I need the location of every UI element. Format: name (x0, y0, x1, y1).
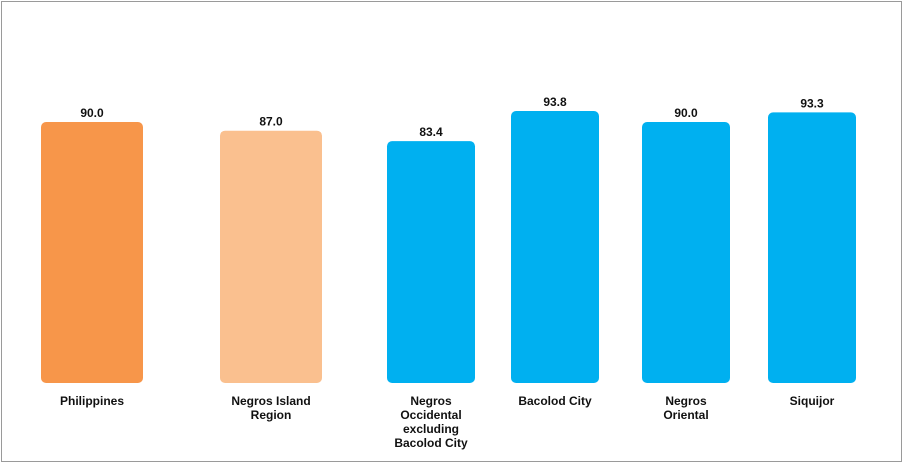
category-label-3: Bacolod City (518, 394, 592, 408)
bar-4 (642, 122, 730, 383)
category-label-2: Negros Occidental excluding Bacolod City (394, 394, 468, 450)
bar-1 (220, 130, 322, 383)
data-label-0: 90.0 (80, 106, 104, 120)
category-label-4: Negros Oriental (663, 394, 708, 422)
bar-2 (387, 141, 475, 383)
data-label-5: 93.3 (800, 96, 824, 110)
data-label-2: 83.4 (419, 125, 443, 139)
category-label-1: Negros Island Region (231, 394, 310, 422)
category-label-0: Philippines (60, 394, 124, 408)
data-label-4: 90.0 (674, 106, 698, 120)
bar-5 (768, 112, 856, 384)
category-label-5: Siquijor (790, 394, 835, 408)
bar-0 (41, 122, 143, 383)
data-label-1: 87.0 (259, 115, 283, 129)
data-label-3: 93.8 (543, 95, 567, 109)
bar-3 (511, 110, 599, 383)
